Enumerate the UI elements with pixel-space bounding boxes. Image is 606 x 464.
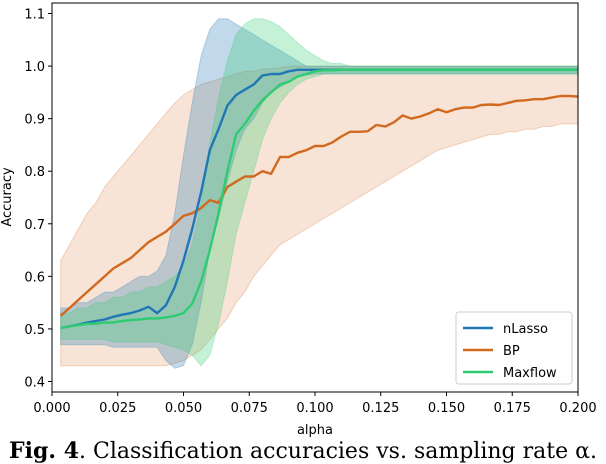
line-maxflow [60, 68, 578, 330]
legend-box [455, 311, 573, 385]
series-lines [59, 68, 579, 330]
legend-label-bp: BP [503, 344, 520, 359]
y-tick-label: 0.5 [24, 323, 45, 338]
y-axis-label: Accuracy [0, 167, 15, 227]
x-axis-label: alpha [297, 423, 333, 438]
x-axis: 0.000 0.025 0.050 0.075 0.100 0.125 0.150 0.175… [33, 392, 597, 416]
line-bp [59, 94, 579, 317]
y-tick-label: 1.1 [24, 8, 45, 23]
legend-label-nlasso: nLasso [503, 322, 548, 337]
y-tick-label: 1.0 [24, 60, 45, 75]
y-tick-label: 0.4 [24, 375, 45, 390]
caption-label: Fig. 4 [9, 438, 80, 464]
x-tick-label: 0.200 [559, 401, 596, 416]
x-tick-label: 0.000 [33, 401, 70, 416]
x-tick-label: 0.175 [494, 401, 531, 416]
y-tick-label: 0.9 [24, 113, 45, 128]
legend: nLasso BP Maxflow [455, 311, 573, 385]
x-tick-label: 0.050 [165, 401, 202, 416]
y-tick-label: 0.8 [24, 165, 45, 180]
x-tick-label: 0.125 [362, 401, 399, 416]
x-tick-label: 0.150 [428, 401, 465, 416]
y-tick-label: 0.6 [24, 270, 45, 285]
caption-text: . Classification accuracies vs. sampling… [79, 439, 597, 464]
legend-label-maxflow: Maxflow [503, 366, 557, 381]
x-tick-label: 0.075 [231, 401, 268, 416]
x-tick-label: 0.100 [296, 401, 333, 416]
figure-caption: Fig. 4. Classification accuracies vs. sa… [0, 438, 606, 464]
x-tick-label: 0.025 [99, 401, 136, 416]
y-tick-label: 0.7 [24, 218, 45, 233]
y-axis: 0.4 0.5 0.6 0.7 0.8 0.9 1.0 1.1 [24, 8, 52, 390]
